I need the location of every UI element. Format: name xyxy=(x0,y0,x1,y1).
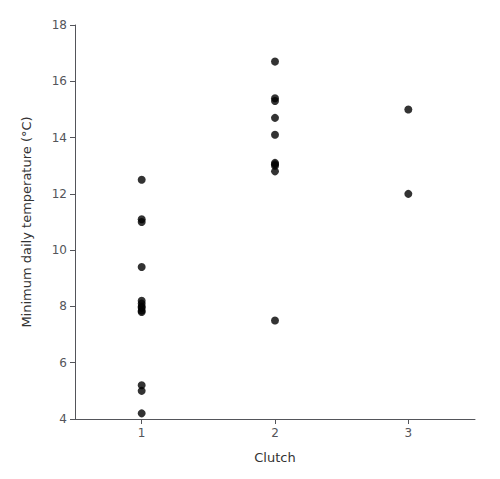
svg-text:14: 14 xyxy=(52,131,67,145)
svg-text:2: 2 xyxy=(271,426,279,440)
svg-text:10: 10 xyxy=(52,243,67,257)
svg-text:4: 4 xyxy=(59,412,67,426)
svg-text:18: 18 xyxy=(52,18,67,32)
svg-text:16: 16 xyxy=(52,74,67,88)
svg-text:Minimum daily temperature (°C): Minimum daily temperature (°C) xyxy=(19,116,34,327)
svg-text:1: 1 xyxy=(138,426,146,440)
svg-text:3: 3 xyxy=(405,426,413,440)
svg-text:8: 8 xyxy=(59,299,67,313)
svg-text:Clutch: Clutch xyxy=(254,450,295,465)
svg-text:6: 6 xyxy=(59,356,67,370)
svg-text:12: 12 xyxy=(52,187,67,201)
